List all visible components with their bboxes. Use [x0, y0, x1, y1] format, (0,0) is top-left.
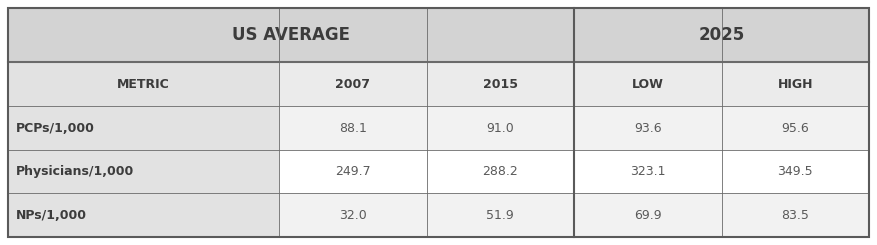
- Bar: [8, 150, 279, 194]
- Bar: [574, 8, 869, 62]
- Text: 88.1: 88.1: [339, 122, 367, 135]
- Bar: [279, 150, 426, 194]
- Text: HIGH: HIGH: [778, 78, 813, 91]
- Text: 32.0: 32.0: [339, 209, 367, 222]
- Text: METRIC: METRIC: [118, 78, 170, 91]
- Bar: [722, 150, 869, 194]
- Bar: [426, 107, 574, 150]
- Text: 349.5: 349.5: [777, 165, 813, 178]
- Text: 2007: 2007: [335, 78, 370, 91]
- Text: LOW: LOW: [631, 78, 664, 91]
- Text: 93.6: 93.6: [634, 122, 661, 135]
- Bar: [574, 194, 722, 237]
- Text: Physicians/1,000: Physicians/1,000: [16, 165, 134, 178]
- Text: 2025: 2025: [698, 26, 745, 44]
- Bar: [279, 107, 426, 150]
- Bar: [8, 8, 574, 62]
- Bar: [574, 62, 722, 107]
- Text: 2015: 2015: [483, 78, 517, 91]
- Text: 95.6: 95.6: [781, 122, 809, 135]
- Text: 91.0: 91.0: [487, 122, 514, 135]
- Text: US AVERAGE: US AVERAGE: [232, 26, 350, 44]
- Text: 323.1: 323.1: [630, 165, 666, 178]
- Bar: [8, 194, 279, 237]
- Bar: [574, 107, 722, 150]
- Text: PCPs/1,000: PCPs/1,000: [16, 122, 95, 135]
- Bar: [8, 62, 279, 107]
- Bar: [722, 62, 869, 107]
- Bar: [722, 107, 869, 150]
- Bar: [426, 150, 574, 194]
- Bar: [722, 194, 869, 237]
- Bar: [8, 107, 279, 150]
- Bar: [426, 62, 574, 107]
- Bar: [279, 194, 426, 237]
- Text: 249.7: 249.7: [335, 165, 371, 178]
- Bar: [279, 62, 426, 107]
- Text: NPs/1,000: NPs/1,000: [16, 209, 87, 222]
- Text: 51.9: 51.9: [487, 209, 514, 222]
- Text: 288.2: 288.2: [482, 165, 518, 178]
- Bar: [426, 194, 574, 237]
- Text: 83.5: 83.5: [781, 209, 809, 222]
- Bar: [574, 150, 722, 194]
- Text: 69.9: 69.9: [634, 209, 661, 222]
